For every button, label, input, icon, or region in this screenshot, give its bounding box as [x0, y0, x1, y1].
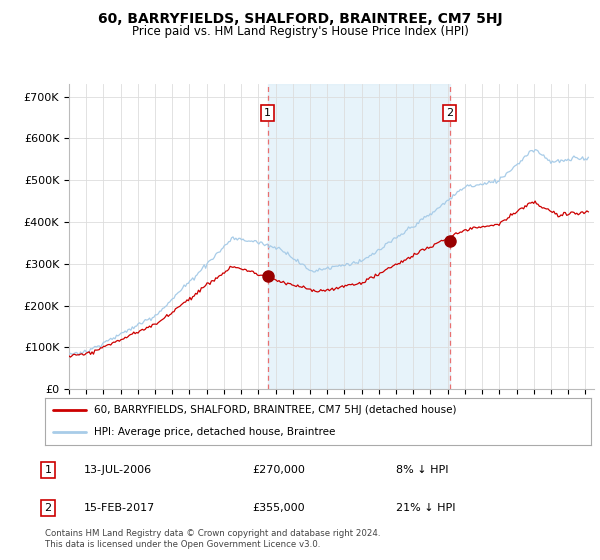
Text: £355,000: £355,000: [252, 503, 305, 513]
Text: 2: 2: [446, 108, 454, 118]
Bar: [268, 84, 450, 389]
Text: 60, BARRYFIELDS, SHALFORD, BRAINTREE, CM7 5HJ (detached house): 60, BARRYFIELDS, SHALFORD, BRAINTREE, CM…: [94, 405, 457, 416]
Text: Contains HM Land Registry data © Crown copyright and database right 2024.
This d: Contains HM Land Registry data © Crown c…: [45, 529, 380, 549]
Text: 1: 1: [44, 465, 52, 475]
Text: 13-JUL-2006: 13-JUL-2006: [84, 465, 152, 475]
Text: 1: 1: [264, 108, 271, 118]
Text: 15-FEB-2017: 15-FEB-2017: [84, 503, 155, 513]
Text: 21% ↓ HPI: 21% ↓ HPI: [396, 503, 455, 513]
Text: 8% ↓ HPI: 8% ↓ HPI: [396, 465, 449, 475]
Text: £270,000: £270,000: [252, 465, 305, 475]
Text: Price paid vs. HM Land Registry's House Price Index (HPI): Price paid vs. HM Land Registry's House …: [131, 25, 469, 38]
Text: 60, BARRYFIELDS, SHALFORD, BRAINTREE, CM7 5HJ: 60, BARRYFIELDS, SHALFORD, BRAINTREE, CM…: [98, 12, 502, 26]
Text: HPI: Average price, detached house, Braintree: HPI: Average price, detached house, Brai…: [94, 427, 335, 437]
Text: 2: 2: [44, 503, 52, 513]
